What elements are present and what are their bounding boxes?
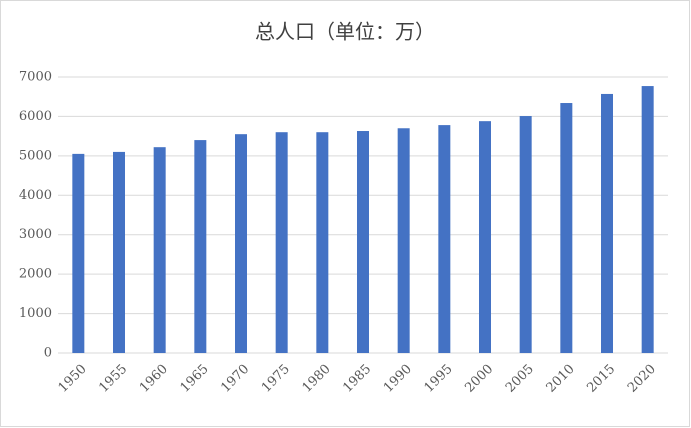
bar: [560, 103, 573, 353]
y-tick-label: 0: [44, 346, 52, 361]
bar: [194, 140, 207, 353]
chart-title: 总人口（单位：万）: [255, 20, 435, 44]
bar: [641, 86, 654, 353]
bar: [479, 121, 491, 353]
bar: [357, 131, 369, 353]
y-tick-label: 2000: [19, 267, 52, 282]
y-tick-label: 1000: [19, 306, 52, 321]
bar: [397, 128, 410, 353]
bar: [601, 93, 613, 353]
y-tick-label: 7000: [19, 70, 52, 85]
bar: [275, 132, 288, 353]
y-tick-label: 5000: [19, 148, 52, 163]
bar: [438, 125, 451, 353]
y-tick-label: 6000: [19, 109, 52, 124]
bar: [316, 132, 329, 353]
bar: [113, 151, 125, 353]
bar: [235, 134, 247, 353]
y-tick-label: 3000: [19, 227, 52, 242]
bar: [519, 116, 532, 353]
bar: [72, 153, 85, 353]
bar: [153, 147, 166, 353]
y-tick-label: 4000: [19, 188, 52, 203]
